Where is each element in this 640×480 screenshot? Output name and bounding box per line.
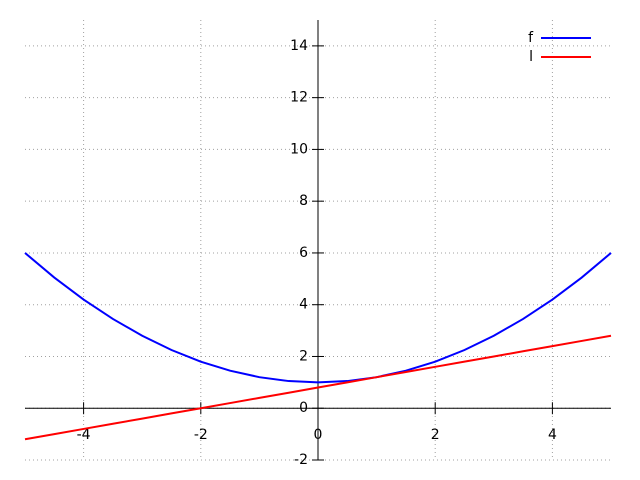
x-tick-label: 0 xyxy=(314,427,323,443)
y-tick-label: 6 xyxy=(299,245,308,261)
x-tick-label: 2 xyxy=(431,427,440,443)
x-tick-label: -4 xyxy=(77,427,91,443)
y-tick-label: 2 xyxy=(299,348,308,364)
y-tick-label: 10 xyxy=(290,141,308,157)
legend-label: l xyxy=(529,49,533,65)
series-line xyxy=(24,252,612,384)
y-tick-label: -2 xyxy=(294,452,308,468)
y-tick-label: 0 xyxy=(299,400,308,416)
x-tick-label: -2 xyxy=(194,427,208,443)
legend-label: f xyxy=(528,30,534,46)
y-tick-label: 4 xyxy=(299,297,308,313)
y-tick-label: 8 xyxy=(299,193,308,209)
y-tick-label: 14 xyxy=(290,38,308,54)
x-tick-label: 4 xyxy=(548,427,557,443)
series-line xyxy=(24,334,612,441)
y-tick-label: 12 xyxy=(290,90,308,106)
